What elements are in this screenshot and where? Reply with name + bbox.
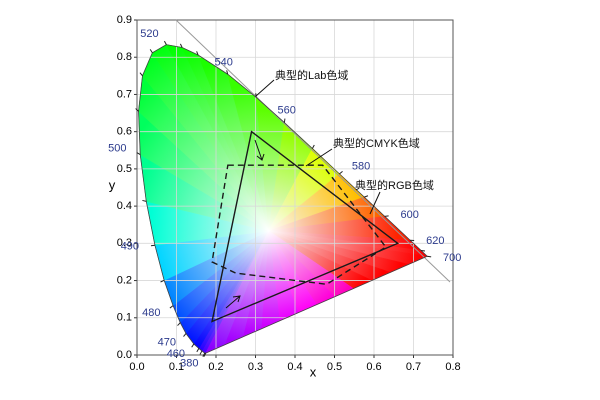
x-tick-label: 0.8 bbox=[445, 361, 460, 373]
wavelength-label: 600 bbox=[401, 209, 419, 221]
locus-tick bbox=[183, 333, 187, 337]
locus-tick bbox=[226, 70, 229, 75]
annotation: 典型的RGB色域 bbox=[355, 178, 434, 192]
locus-tick bbox=[199, 350, 203, 355]
wavelength-label: 580 bbox=[352, 160, 370, 172]
locus-tick bbox=[191, 343, 195, 348]
locus-tick bbox=[169, 305, 174, 309]
wavelength-label: 560 bbox=[277, 105, 295, 117]
y-axis-label: y bbox=[109, 177, 116, 192]
axes: 0.0 0.1 0.2 0.3 0.4 0.5 0.6 0.7 0.8 0.0 0.1 0.2 0.3 0… bbox=[117, 14, 461, 373]
annotation-arrow bbox=[305, 148, 333, 167]
locus-tick bbox=[364, 195, 369, 198]
locus-tick bbox=[202, 352, 206, 357]
locus-tick bbox=[203, 352, 207, 357]
wavelength-label: 460 bbox=[167, 348, 185, 360]
locus-tick bbox=[311, 144, 315, 149]
locus-tick bbox=[427, 255, 432, 258]
gamut-outline bbox=[211, 164, 387, 286]
annotation-arrow bbox=[255, 79, 275, 97]
locus-tick bbox=[163, 40, 167, 45]
annotation: 典型的CMYK色域 bbox=[333, 136, 420, 150]
y-tick-label: 0.5 bbox=[117, 163, 132, 175]
x-tick-label: 0.3 bbox=[248, 361, 263, 373]
wavelength-label: 520 bbox=[140, 28, 158, 40]
x-tick-label: 0.1 bbox=[169, 361, 184, 373]
x-tick-label: 0.4 bbox=[287, 361, 302, 373]
wavelength-label: 490 bbox=[121, 241, 139, 253]
y-tick-label: 0.1 bbox=[117, 312, 132, 324]
locus-tick bbox=[420, 249, 426, 252]
y-tick-label: 0.7 bbox=[117, 88, 132, 100]
wavelength-label: 620 bbox=[426, 235, 444, 247]
annotation-arrow bbox=[369, 191, 381, 215]
y-tick-label: 0.3 bbox=[117, 237, 132, 249]
locus-tick bbox=[196, 51, 199, 56]
y-tick-label: 0.6 bbox=[117, 126, 132, 138]
diagonal-guide bbox=[175, 19, 451, 283]
locus-tick bbox=[196, 348, 200, 353]
color-fill bbox=[138, 44, 429, 354]
x-tick-label: 0.7 bbox=[406, 361, 421, 373]
y-tick-label: 0.2 bbox=[117, 274, 132, 286]
locus-tick bbox=[136, 152, 141, 156]
decor-arrow bbox=[225, 295, 241, 309]
locus-tick bbox=[339, 170, 343, 175]
x-tick-label: 0.6 bbox=[366, 361, 381, 373]
x-axis-label: x bbox=[310, 364, 317, 379]
decor-arrow bbox=[254, 139, 265, 161]
locus-tick bbox=[139, 72, 143, 77]
wavelength-label: 480 bbox=[142, 307, 160, 319]
wavelength-label: 540 bbox=[214, 57, 232, 69]
y-tick-label: 0.0 bbox=[117, 349, 132, 361]
y-tick-label: 0.4 bbox=[117, 200, 132, 212]
locus-tick bbox=[179, 43, 183, 48]
locus-tick bbox=[177, 322, 181, 326]
wavelength-label: 470 bbox=[158, 337, 176, 349]
gamut-outline bbox=[211, 130, 400, 323]
locus-tick bbox=[142, 199, 147, 202]
y-tick-label: 0.8 bbox=[117, 51, 132, 63]
locus-tick bbox=[149, 49, 153, 54]
wavelength-label: 500 bbox=[108, 142, 126, 154]
locus-tick bbox=[283, 118, 286, 123]
wavelength-label: 380 bbox=[180, 358, 198, 370]
locus-tick bbox=[135, 108, 139, 112]
plot-frame bbox=[136, 19, 454, 356]
x-tick-label: 0.2 bbox=[208, 361, 223, 373]
annotation: 典型的Lab色域 bbox=[275, 68, 348, 82]
x-tick-label: 0.0 bbox=[129, 361, 144, 373]
x-tick-label: 0.5 bbox=[327, 361, 342, 373]
wavelength-label: 700 bbox=[443, 252, 461, 264]
locus-tick bbox=[160, 279, 165, 283]
y-tick-label: 0.9 bbox=[117, 14, 132, 26]
